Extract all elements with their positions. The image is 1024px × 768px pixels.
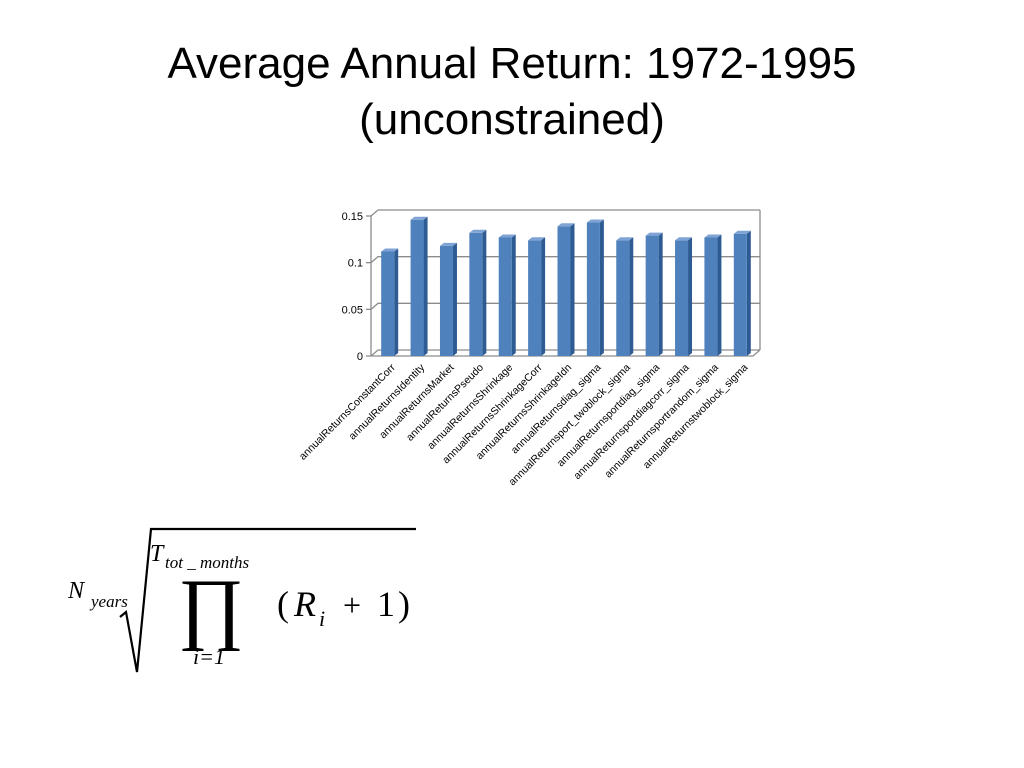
slide-title: Average Annual Return: 1972-1995 (uncons… xyxy=(0,36,1024,148)
bar xyxy=(557,223,575,356)
product-upper-sub: tot _ months xyxy=(165,553,249,572)
bar-side xyxy=(452,242,457,356)
bar-top xyxy=(498,234,516,238)
bar-side xyxy=(394,248,399,356)
term-base: R xyxy=(293,584,316,624)
bar xyxy=(498,234,516,356)
term-sub: i xyxy=(319,606,325,631)
bar-top xyxy=(675,237,693,241)
bar xyxy=(616,237,634,356)
bar xyxy=(528,237,546,356)
bar-front xyxy=(616,240,630,356)
bar-front xyxy=(733,233,747,356)
bar-front xyxy=(469,232,483,356)
y-tick-label: 0 xyxy=(357,351,363,363)
y-tick-label: 0.1 xyxy=(348,258,363,270)
bar-front xyxy=(528,240,542,356)
bar-front xyxy=(439,245,453,356)
bar xyxy=(645,232,663,356)
bar-side xyxy=(482,229,487,356)
bar-top xyxy=(645,232,663,236)
bar xyxy=(675,237,693,356)
gridline xyxy=(370,209,760,217)
open-paren: ( xyxy=(277,584,289,624)
bar-side xyxy=(423,216,428,356)
bar-top xyxy=(733,230,751,234)
title-line-2: (unconstrained) xyxy=(359,95,665,144)
bar xyxy=(410,216,428,356)
bar-top xyxy=(439,242,457,246)
close-paren: ) xyxy=(398,584,410,624)
bar-front xyxy=(704,237,718,356)
bar-side xyxy=(629,237,634,356)
bar-top xyxy=(586,219,604,223)
product-symbol: ∏ xyxy=(178,564,244,652)
bar-side xyxy=(746,230,751,356)
bar-side xyxy=(717,234,722,356)
bar xyxy=(381,248,399,356)
bar-front xyxy=(675,240,689,356)
bar-front xyxy=(381,251,395,356)
number-one: 1 xyxy=(377,584,395,624)
chart-bars xyxy=(381,216,751,356)
bar-side xyxy=(511,234,516,356)
bar-top xyxy=(616,237,634,241)
bar xyxy=(704,234,722,356)
chart-axes xyxy=(366,210,761,357)
title-line-1: Average Annual Return: 1972-1995 xyxy=(167,39,857,88)
bar-top xyxy=(469,229,487,233)
bar xyxy=(469,229,487,356)
bar-front xyxy=(410,219,424,356)
bar-side xyxy=(599,219,604,356)
bar-top xyxy=(704,234,722,238)
bar-side xyxy=(541,237,546,356)
plus-sign: + xyxy=(343,587,361,623)
bar xyxy=(439,242,457,356)
bar xyxy=(586,219,604,356)
y-tick-labels: 0 0.05 0.1 0.15 xyxy=(342,211,363,363)
bar-side xyxy=(688,237,693,356)
y-tick-label: 0.05 xyxy=(342,304,363,316)
root-index-sub: years xyxy=(89,592,128,611)
bar-top xyxy=(557,223,575,227)
bar-side xyxy=(658,232,663,356)
product-upper-base: T xyxy=(150,541,165,567)
bar-top xyxy=(528,237,546,241)
root-index-base: N xyxy=(67,578,86,604)
bar xyxy=(733,230,751,356)
y-tick-label: 0.15 xyxy=(342,211,363,223)
bar-side xyxy=(570,223,575,356)
bar-top xyxy=(410,216,428,220)
radical-sign xyxy=(119,527,416,673)
floor-edge xyxy=(371,349,761,357)
bar-front xyxy=(645,235,659,356)
bar-front xyxy=(557,226,571,356)
bar-top xyxy=(381,248,399,252)
bar-front xyxy=(498,237,512,356)
bar-front xyxy=(586,222,600,356)
product-lower-limit: i=1 xyxy=(193,644,225,669)
